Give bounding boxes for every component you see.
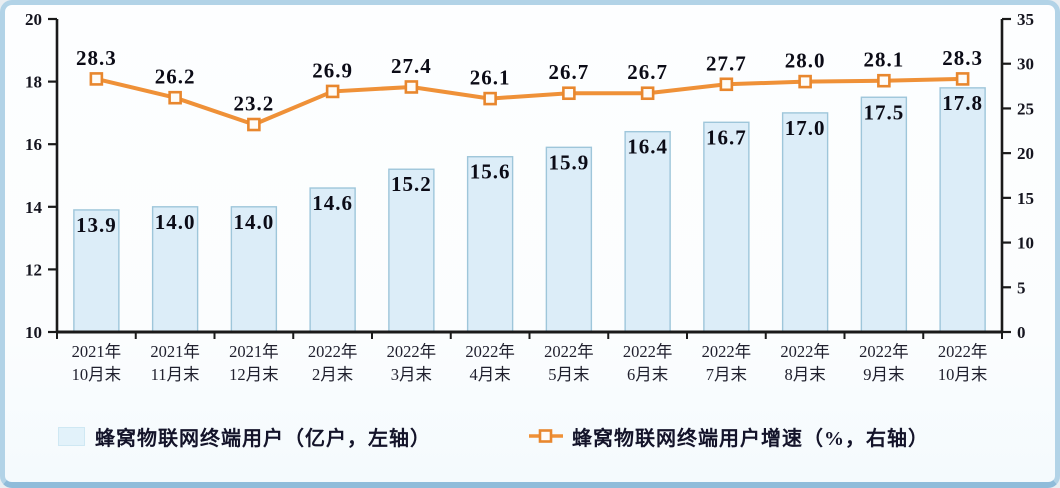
bar [624, 130, 671, 333]
legend-label-users: 蜂窝物联网终端用户（亿户，左轴） [95, 427, 431, 450]
bar-value-label: 17.0 [785, 116, 826, 140]
right-axis-tick-label: 5 [1017, 278, 1026, 297]
left-axis-tick-label: 14 [25, 198, 43, 217]
line-point-marker [168, 90, 182, 105]
line-value-label: 28.3 [76, 46, 117, 70]
chart-legend: 蜂窝物联网终端用户（亿户，左轴） 蜂窝物联网终端用户增速（%，右轴） [0, 419, 1060, 453]
line-value-label: 28.1 [864, 48, 905, 72]
line-point-marker [877, 73, 891, 88]
bar [545, 146, 593, 333]
bar-value-label: 17.8 [942, 91, 983, 115]
line-value-label: 27.7 [706, 51, 747, 75]
line-point-marker [483, 91, 497, 106]
x-axis-label: 2021年 12月末 [229, 342, 279, 384]
x-axis-label: 2022年 10月末 [937, 342, 988, 384]
right-axis-tick-label: 35 [1017, 10, 1034, 29]
line-value-label: 23.2 [234, 92, 275, 116]
bar-value-label: 15.2 [391, 172, 432, 196]
right-axis-tick-label: 15 [1017, 189, 1034, 208]
x-axis-label: 2022年 8月末 [780, 342, 830, 384]
bar-value-label: 16.7 [706, 125, 747, 149]
bar [860, 96, 908, 333]
right-axis-tick-label: 30 [1017, 55, 1034, 74]
x-axis-labels: 2021年 10月末 2021年 11月末 2021年 12月末 2022年 2月末 2022年… [0, 340, 1060, 392]
bar [781, 112, 829, 333]
line-point-marker [798, 74, 812, 89]
bar [939, 87, 986, 333]
left-axis-tick-label: 12 [25, 260, 42, 279]
line-value-label: 26.9 [312, 58, 353, 82]
line-value-label: 26.7 [627, 60, 668, 84]
growth-line [94, 76, 965, 127]
right-axis-tick-label: 10 [1017, 234, 1034, 253]
x-axis-label: 2022年 2月末 [307, 342, 358, 384]
left-axis-tick-label: 16 [25, 135, 42, 154]
line-value-label: 27.4 [391, 54, 432, 78]
line-point-marker [562, 86, 576, 101]
bar-value-label: 14.6 [312, 191, 353, 215]
bar [703, 121, 750, 333]
line-series-marker-icon [528, 428, 564, 444]
bar-series-swatch-icon [58, 426, 85, 446]
legend-item-users: 蜂窝物联网终端用户（亿户，左轴） [58, 419, 431, 453]
line-value-label: 26.1 [470, 66, 511, 90]
bar [230, 206, 278, 333]
bar [151, 206, 199, 333]
right-axis-tick-label: 0 [1017, 323, 1026, 342]
x-axis-label: 2021年 11月末 [150, 342, 200, 384]
line-point-marker [404, 80, 419, 94]
line-value-label: 28.0 [785, 49, 826, 73]
line-point-marker [247, 117, 261, 132]
bar [73, 209, 120, 333]
bar-value-label: 14.0 [155, 210, 196, 234]
bar-value-label: 13.9 [76, 213, 117, 237]
x-axis-label: 2022年 9月末 [859, 342, 909, 384]
bar-value-label: 14.0 [234, 210, 275, 234]
line-point-marker [955, 72, 970, 86]
combo-chart-plot: 10 12 14 16 18 20 0 5 10 15 20 25 30 35 13.9 14.0 14.0 14… [25, 10, 1034, 342]
x-axis-label: 2022年 4月末 [465, 342, 515, 384]
bar-value-label: 15.6 [470, 160, 511, 184]
left-axis-tick-label: 10 [25, 323, 42, 342]
line-value-label: 28.3 [942, 46, 983, 70]
legend-item-growth: 蜂窝物联网终端用户增速（%，右轴） [528, 419, 929, 453]
bar-value-label: 16.4 [627, 135, 668, 159]
right-axis-tick-label: 20 [1017, 144, 1034, 163]
x-axis-label: 2022年 3月末 [386, 342, 437, 384]
line-point-marker [325, 84, 340, 99]
x-axis-label: 2022年 5月末 [544, 342, 594, 384]
line-point-marker [89, 72, 104, 86]
bar-value-label: 17.5 [864, 100, 905, 124]
left-axis-tick-label: 18 [25, 73, 42, 92]
line-value-label: 26.7 [549, 60, 590, 84]
line-value-label: 26.2 [155, 65, 196, 89]
line-point-marker [640, 86, 655, 101]
bar [388, 168, 435, 333]
legend-label-growth: 蜂窝物联网终端用户增速（%，右轴） [572, 427, 929, 450]
right-axis-tick-label: 25 [1017, 99, 1034, 118]
bar-value-label: 15.9 [549, 150, 590, 174]
x-axis-label: 2022年 6月末 [622, 342, 673, 384]
left-axis-tick-label: 20 [25, 10, 42, 29]
x-axis-label: 2021年 10月末 [71, 342, 122, 384]
x-axis-label: 2022年 7月末 [701, 342, 752, 384]
line-point-marker [719, 77, 734, 92]
